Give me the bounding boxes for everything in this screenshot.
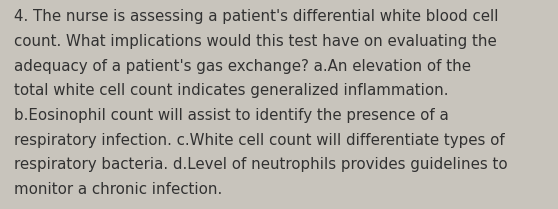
Text: total white cell count indicates generalized inflammation.: total white cell count indicates general…	[14, 83, 449, 98]
Text: respiratory bacteria. d.Level of neutrophils provides guidelines to: respiratory bacteria. d.Level of neutrop…	[14, 157, 508, 172]
Text: 4. The nurse is assessing a patient's differential white blood cell: 4. The nurse is assessing a patient's di…	[14, 9, 498, 24]
Text: adequacy of a patient's gas exchange? a.An elevation of the: adequacy of a patient's gas exchange? a.…	[14, 59, 471, 74]
Text: b.Eosinophil count will assist to identify the presence of a: b.Eosinophil count will assist to identi…	[14, 108, 449, 123]
Text: monitor a chronic infection.: monitor a chronic infection.	[14, 182, 222, 197]
Text: respiratory infection. c.White cell count will differentiate types of: respiratory infection. c.White cell coun…	[14, 133, 504, 148]
Text: count. What implications would this test have on evaluating the: count. What implications would this test…	[14, 34, 497, 49]
